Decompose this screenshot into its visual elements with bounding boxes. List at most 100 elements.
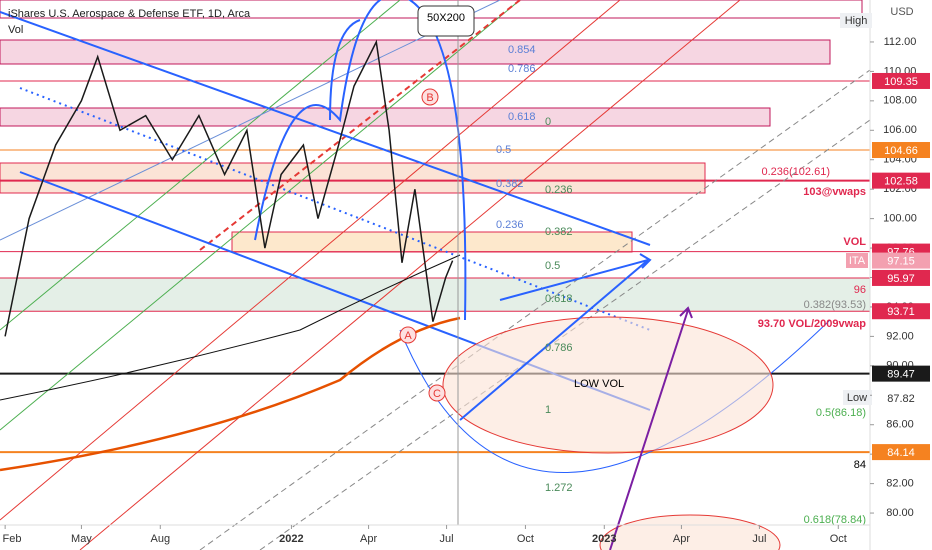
fib-label: 0 xyxy=(545,116,551,128)
price-badge xyxy=(872,172,930,189)
price-badge xyxy=(872,142,930,159)
x-tick-label: Apr xyxy=(673,533,690,545)
fib-label: 0.382 xyxy=(545,226,573,238)
price-badge-label: 84.14 xyxy=(887,447,915,459)
high-label: High xyxy=(845,15,868,27)
annotation: C xyxy=(433,388,441,400)
price-badge-label: 87.82 xyxy=(887,393,915,405)
fib-label: 0.5 xyxy=(545,260,560,272)
marker xyxy=(428,384,446,402)
diag-line xyxy=(0,0,621,521)
fib-label: 0.382 xyxy=(496,178,524,190)
price-badge-label: 102.58 xyxy=(884,176,918,188)
x-tick-label: Jul xyxy=(440,533,454,545)
fib-label: 0.786 xyxy=(545,342,573,354)
annotation: 50X200 xyxy=(427,12,465,24)
arc xyxy=(329,19,361,121)
x-tick-label: Oct xyxy=(830,533,847,545)
tag xyxy=(840,13,872,28)
diag-line xyxy=(199,0,521,251)
tag xyxy=(846,253,868,268)
price-badge xyxy=(872,72,930,89)
x-tick-label: Jul xyxy=(752,533,766,545)
annotation: 103@vwaps xyxy=(803,186,866,198)
pitchfork xyxy=(0,0,871,550)
channel-line xyxy=(0,11,651,246)
annotation: 0.236(102.61) xyxy=(762,166,831,178)
diag-line xyxy=(0,0,401,331)
price-badge-label: 95.97 xyxy=(887,273,915,285)
currency: USD xyxy=(890,6,913,18)
annotation: 0.382(93.53) xyxy=(804,299,866,311)
y-tick-label: 80.00 xyxy=(886,507,914,519)
price-badge-label: 89.47 xyxy=(887,369,915,381)
x-tick-label: Apr xyxy=(360,533,377,545)
x-tick-label: 2022 xyxy=(279,533,303,545)
price-badge-label: 97.15 xyxy=(887,255,915,267)
arrow xyxy=(459,259,649,421)
chart-subtitle: Vol xyxy=(8,24,23,36)
fib-right: 0 0.236 0.382 0.5 0.618 0.786 1 1.272 xyxy=(545,116,573,494)
fib-left: 0.854 0.786 0.618 0.5 0.382 0.236 xyxy=(496,44,536,231)
fib-label: 0.786 xyxy=(508,63,536,75)
annotation: LOW VOL xyxy=(574,378,624,390)
fib-label: 0.236 xyxy=(545,184,573,196)
annotation: VOL xyxy=(843,236,866,248)
fib-label: 0.854 xyxy=(508,44,536,56)
y-tick-label: 112.00 xyxy=(884,36,917,48)
low-label: Low xyxy=(847,392,867,404)
x-tick-label: May xyxy=(71,533,92,545)
annotation: 0.618(78.84) xyxy=(804,514,866,526)
fib-label: 1.272 xyxy=(545,482,573,494)
price-badge-label: 97.76 xyxy=(887,246,915,258)
price-badge xyxy=(872,303,930,320)
zone xyxy=(0,162,706,194)
diag-line xyxy=(79,0,741,550)
diag-line xyxy=(0,0,501,241)
fib-label: 0.5 xyxy=(496,144,511,156)
plot-area xyxy=(0,0,870,550)
price-badge xyxy=(872,444,930,461)
ellipse xyxy=(599,514,781,550)
marker xyxy=(399,326,417,344)
price-badge-label: 93.71 xyxy=(887,306,915,318)
y-tick-label: 108.00 xyxy=(883,95,917,107)
fib-label: 0.618 xyxy=(508,111,536,123)
annotation: B xyxy=(426,92,433,104)
y-tick-label: 92.00 xyxy=(886,330,914,342)
zone xyxy=(0,39,831,65)
y-tick-label: 100.00 xyxy=(883,213,917,225)
chart-title: iShares U.S. Aerospace & Defense ETF, 1D… xyxy=(8,8,251,20)
x-tick-label: Feb xyxy=(3,533,22,545)
annotation: 93.70 VOL/2009vwap xyxy=(758,318,867,330)
arrow xyxy=(609,306,693,550)
fib-label: 0.236 xyxy=(496,219,524,231)
marker xyxy=(421,88,439,106)
price-badge xyxy=(872,389,930,406)
channel-line xyxy=(19,87,651,331)
x-tick-label: Oct xyxy=(517,533,534,545)
price-badge xyxy=(872,365,930,382)
price-badge xyxy=(872,252,930,269)
callout xyxy=(417,5,475,37)
zone xyxy=(0,107,771,127)
fib-label: 0.618 xyxy=(545,293,573,305)
price-badge-label: 104.66 xyxy=(884,145,918,157)
x-tick-label: 2023 xyxy=(592,533,616,545)
annotation: 96 xyxy=(854,284,866,296)
diag-line xyxy=(199,69,871,550)
price-line xyxy=(4,39,454,337)
annotation: ITA xyxy=(849,255,866,267)
zone xyxy=(0,278,870,311)
x-tick-label: Aug xyxy=(150,533,170,545)
annotation: A xyxy=(404,330,412,342)
y-tick-label: 82.00 xyxy=(886,478,914,490)
arrow xyxy=(499,253,652,301)
price-badge-label: 109.35 xyxy=(884,76,918,88)
tag xyxy=(843,390,872,405)
moving-average xyxy=(0,254,461,401)
annotation: 84 xyxy=(854,459,866,471)
fib-label: 1 xyxy=(545,404,551,416)
annotation: 0.5(86.18) xyxy=(816,407,866,419)
